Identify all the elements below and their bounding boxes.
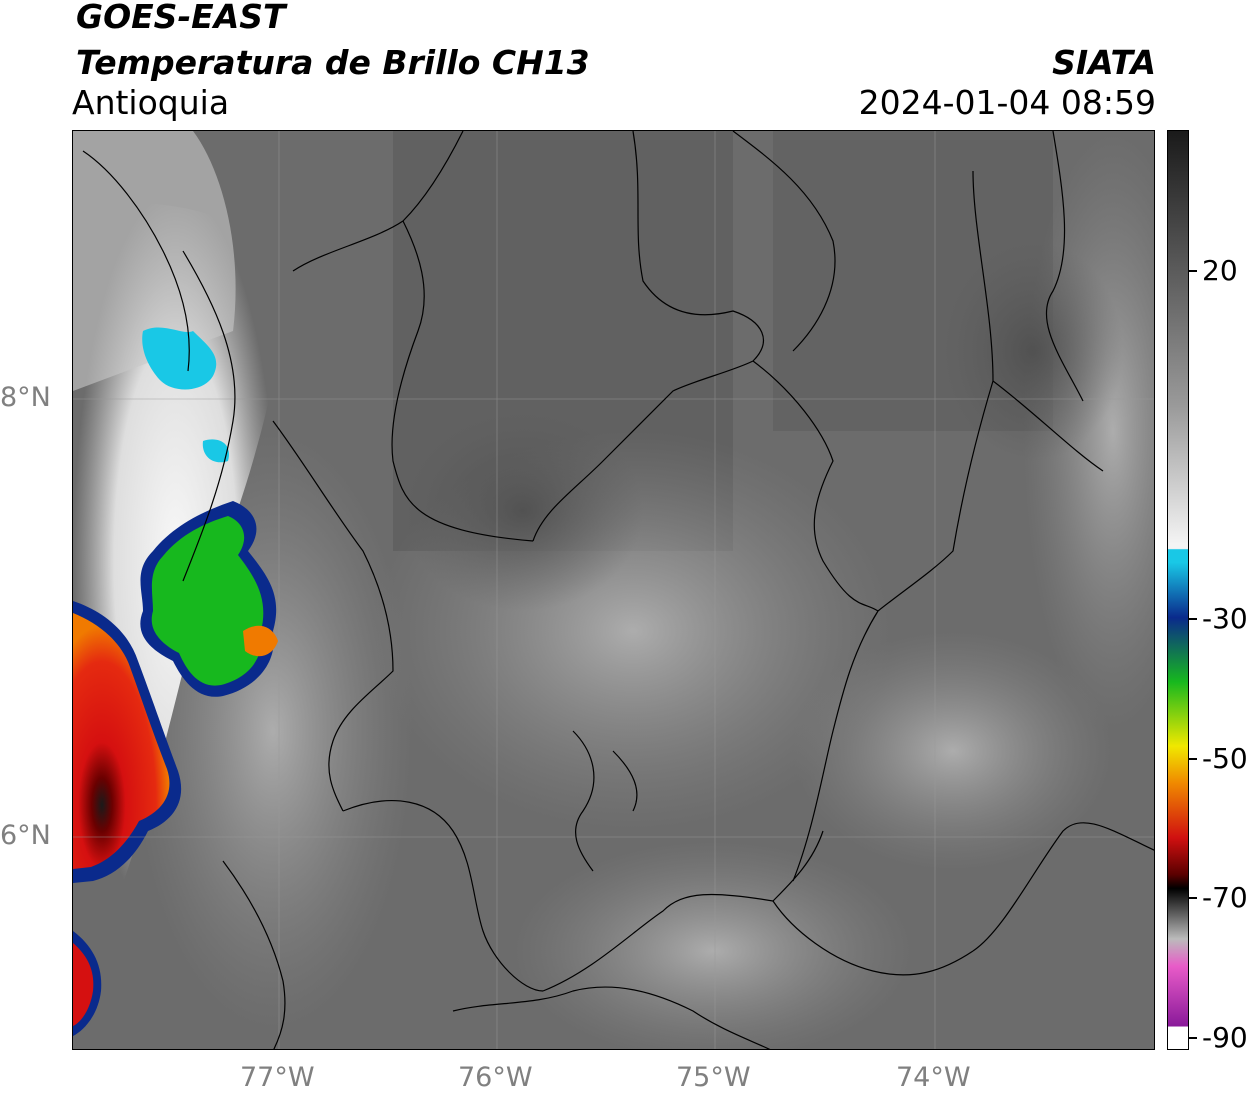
lat-label-8n-edge: 8°N [0,382,51,413]
storm-core [73,613,170,869]
lon-label-77w: 77°W [240,1062,315,1093]
satellite-map[interactable] [72,130,1155,1050]
lat-label-6n: 6°N [0,820,51,851]
admin-boundaries [82,131,1154,1049]
bright-cloud-top [73,131,236,391]
storm-small-core [73,943,94,1026]
colorbar-tick-20 [1189,270,1197,272]
map-canvas [73,131,1154,1049]
organization-label: SIATA [1052,43,1156,82]
colorbar-label-minus70: -70 [1202,881,1248,914]
cold-cloud-cyan-2 [202,439,229,463]
convective-cell-core [243,625,278,657]
dark-patch-2 [943,241,1123,461]
dark-patch [403,411,643,611]
cold-cloud-cyan-1 [142,327,217,390]
product-title: Temperatura de Brillo CH13 [76,43,590,82]
colorbar [1167,130,1189,1050]
light-cloud-region-3 [793,631,1113,871]
lon-label-75w: 75°W [676,1062,751,1093]
lon-label-74w: 74°W [896,1062,971,1093]
colorbar-label-20: 20 [1202,254,1238,287]
satellite-title: GOES-EAST [76,0,286,36]
light-cloud-region-2 [513,841,913,1049]
datetime-label: 2024-01-04 08:59 [858,83,1156,122]
gridlines [73,131,1154,1049]
colorbar-tick-minus70 [1189,897,1197,899]
lon-label-76w: 76°W [458,1062,533,1093]
colorbar-tick-minus90 [1189,1037,1197,1039]
colorbar-label-minus30: -30 [1202,602,1248,635]
colorbar-tick-minus30 [1189,618,1197,620]
colorbar-label-minus90: -90 [1202,1021,1248,1054]
region-label: Antioquia [72,83,230,122]
colorbar-tick-minus50 [1189,758,1197,760]
convective-cell-green [151,516,264,686]
colorbar-label-minus50: -50 [1202,742,1248,775]
